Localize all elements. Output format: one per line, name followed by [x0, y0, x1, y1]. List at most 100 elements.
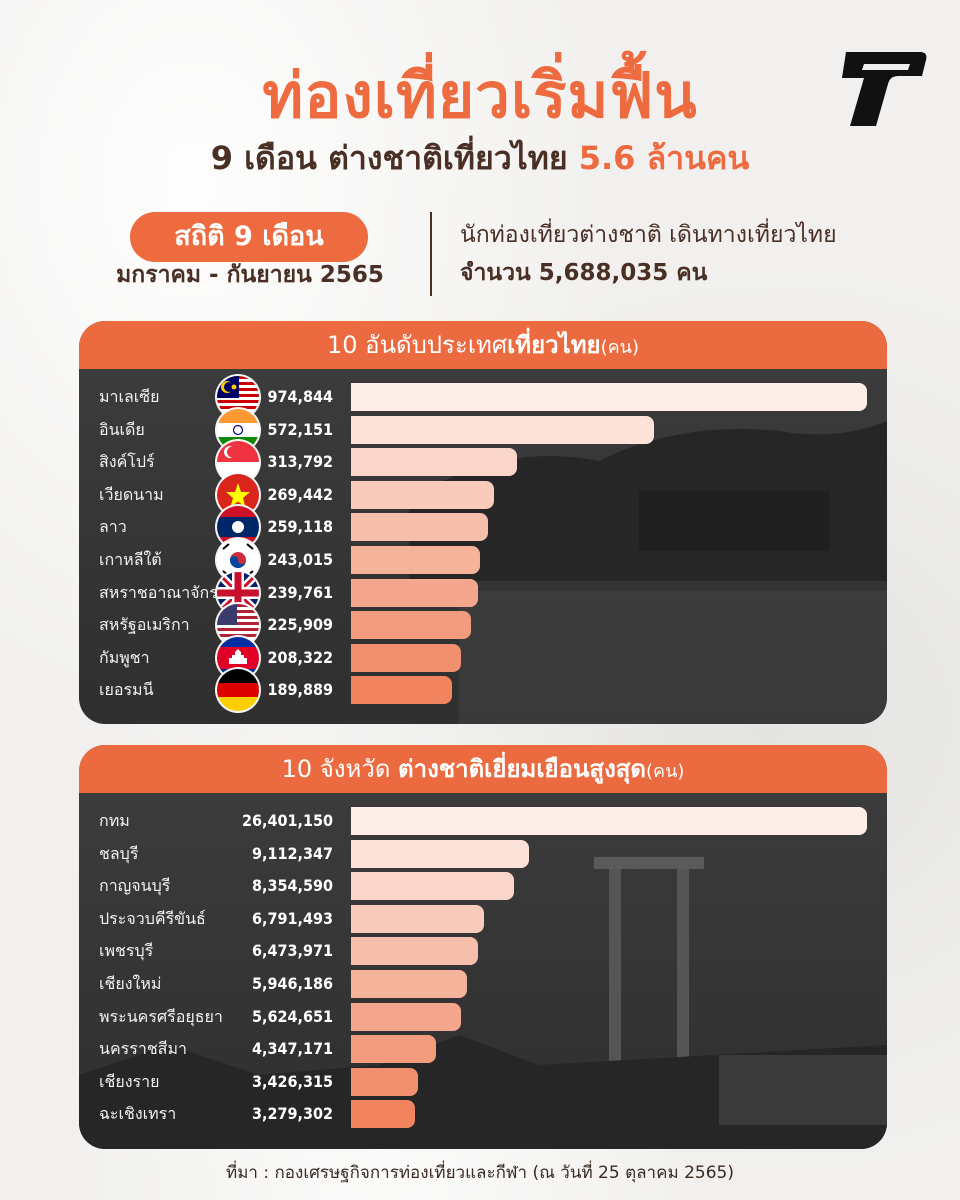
province-row: ประจวบคีรีขันธ์ 6,791,493 [79, 903, 887, 935]
country-row: สหราชอาณาจักร 239,761 [79, 571, 887, 614]
province-value-label: 6,473,971 [251, 941, 333, 961]
province-bar [351, 970, 468, 998]
country-bar [351, 480, 494, 509]
province-row: เพชรบุรี 6,473,971 [79, 935, 887, 967]
giant-swing-scene-background [79, 857, 887, 1149]
country-bar [351, 546, 480, 574]
province-name: เชียงราย [99, 1071, 160, 1091]
province-bar [351, 1002, 461, 1031]
province-name: ประจวบคีรีขันธ์ [99, 908, 206, 928]
country-value-label: 243,015 [267, 550, 333, 569]
province-panel-title-prefix: 10 จังหวัด [281, 755, 399, 783]
country-value-label: 313,792 [267, 452, 333, 472]
province-panel-title-bold: ต่างชาติเยี่ยมเยือนสูงสุด [398, 755, 647, 783]
province-ranking-panel: 10 จังหวัด ต่างชาติเยี่ยมเยือนสูงสุด(คน)… [79, 745, 887, 1149]
country-row: เวียดนาม 269,442 [79, 473, 887, 516]
country-row: กัมพูชา 208,322 [79, 636, 887, 679]
country-row: อินเดีย 572,151 [79, 408, 887, 451]
country-row: ลาว 259,118 [79, 506, 887, 549]
country-value-label: 572,151 [267, 419, 333, 439]
stats-divider [430, 212, 432, 296]
province-value-label: 26,401,150 [241, 811, 333, 830]
province-name: พระนครศรีอยุธยา [99, 1006, 223, 1026]
source-note: ที่มา : กองเศรษฐกิจการท่องเที่ยวและกีฬา … [226, 1163, 734, 1183]
page-subtitle: 9 เดือน ต่างชาติเที่ยวไทย 5.6 ล้านคน [0, 138, 960, 178]
country-row: เกาหลีใต้ 243,015 [79, 539, 887, 581]
country-name: กัมพูชา [99, 647, 150, 667]
province-panel-title: 10 จังหวัด ต่างชาติเยี่ยมเยือนสูงสุด(คน) [79, 745, 887, 793]
country-row: สหรัฐอเมริกา 225,909 [79, 604, 887, 647]
country-value-label: 259,118 [267, 517, 333, 537]
country-ranking-panel: 10 อันดับประเทศเที่ยวไทย(คน) มาเลเซีย 974… [79, 321, 887, 724]
country-name: สหราชอาณาจักร [99, 582, 218, 602]
province-value-label: 5,624,651 [251, 1006, 333, 1026]
province-bar [351, 904, 484, 933]
province-name: เชียงใหม่ [99, 974, 162, 993]
province-row: ชลบุรี 9,112,347 [79, 838, 887, 870]
country-bar [351, 383, 867, 411]
stats-description: นักท่องเที่ยวต่างชาติ เดินทางเที่ยวไทย [460, 222, 837, 248]
germany-flag-icon [217, 669, 259, 712]
country-panel-title-unit: (คน) [600, 337, 639, 358]
province-value-label: 3,279,302 [251, 1104, 333, 1124]
country-name: สิงค์โปร์ [99, 452, 155, 472]
lake-scene-background [409, 421, 887, 724]
country-value-label: 208,322 [267, 647, 333, 667]
country-bar [351, 513, 489, 542]
country-bar [351, 643, 462, 672]
province-name: กาญจนบุรี [99, 876, 171, 896]
country-panel-title-prefix: 10 อันดับประเทศ [327, 331, 508, 359]
province-bar [351, 839, 530, 868]
province-name: เพชรบุรี [99, 941, 154, 961]
province-bar [351, 872, 515, 901]
country-row: สิงค์โปร์ 313,792 [79, 441, 887, 484]
country-name: มาเลเซีย [99, 387, 160, 406]
subtitle-highlight: 5.6 ล้านคน [578, 139, 750, 177]
province-value-label: 5,946,186 [251, 974, 333, 993]
country-name: สหรัฐอเมริกา [99, 615, 190, 635]
province-panel-title-unit: (คน) [646, 761, 685, 782]
province-row: กาญจนบุรี 8,354,590 [79, 870, 887, 902]
stats-period-badge: สถิติ 9 เดือน [130, 212, 368, 262]
province-row: ฉะเชิงเทรา 3,279,302 [79, 1098, 887, 1130]
country-value-label: 225,909 [267, 615, 333, 635]
country-name: เวียดนาม [99, 484, 164, 504]
country-value-label: 269,442 [267, 484, 333, 504]
country-name: เกาหลีใต้ [99, 550, 162, 569]
country-panel-title-bold: เที่ยวไทย [507, 331, 601, 359]
province-row: นครราชสีมา 4,347,171 [79, 1033, 887, 1065]
province-value-label: 3,426,315 [251, 1071, 333, 1091]
country-bar [351, 578, 478, 607]
province-name: ชลบุรี [99, 843, 139, 863]
country-name: ลาว [99, 517, 127, 537]
province-name: ฉะเชิงเทรา [99, 1104, 177, 1124]
country-row: มาเลเซีย 974,844 [79, 376, 887, 418]
province-bar [351, 807, 867, 835]
brand-logo-icon [842, 52, 927, 126]
country-value-label: 239,761 [267, 582, 333, 602]
country-bar [351, 448, 518, 477]
province-bar [351, 937, 478, 966]
province-value-label: 9,112,347 [251, 843, 333, 863]
country-bar [351, 676, 452, 705]
province-row: เชียงใหม่ 5,946,186 [79, 968, 887, 1000]
province-row: กทม 26,401,150 [79, 805, 887, 837]
subtitle-text: 9 เดือน ต่างชาติเที่ยวไทย [210, 139, 568, 177]
country-row: เยอรมนี 189,889 [79, 669, 887, 712]
province-bar [351, 1067, 418, 1096]
province-name: นครราชสีมา [99, 1039, 187, 1059]
country-name: เยอรมนี [99, 680, 154, 700]
province-row: เชียงราย 3,426,315 [79, 1066, 887, 1098]
country-panel-title: 10 อันดับประเทศเที่ยวไทย(คน) [79, 321, 887, 369]
province-value-label: 6,791,493 [251, 908, 333, 928]
stats-total: จำนวน 5,688,035 คน [460, 260, 708, 286]
province-value-label: 8,354,590 [251, 876, 333, 896]
country-name: อินเดีย [99, 419, 145, 439]
country-bar [351, 415, 654, 444]
province-row: พระนครศรีอยุธยา 5,624,651 [79, 1001, 887, 1033]
country-value-label: 189,889 [267, 680, 333, 700]
province-name: กทม [99, 811, 130, 830]
province-value-label: 4,347,171 [251, 1039, 333, 1059]
province-bar [351, 1100, 416, 1129]
page-title: ท่องเที่ยวเริ่มฟื้น [262, 59, 698, 132]
